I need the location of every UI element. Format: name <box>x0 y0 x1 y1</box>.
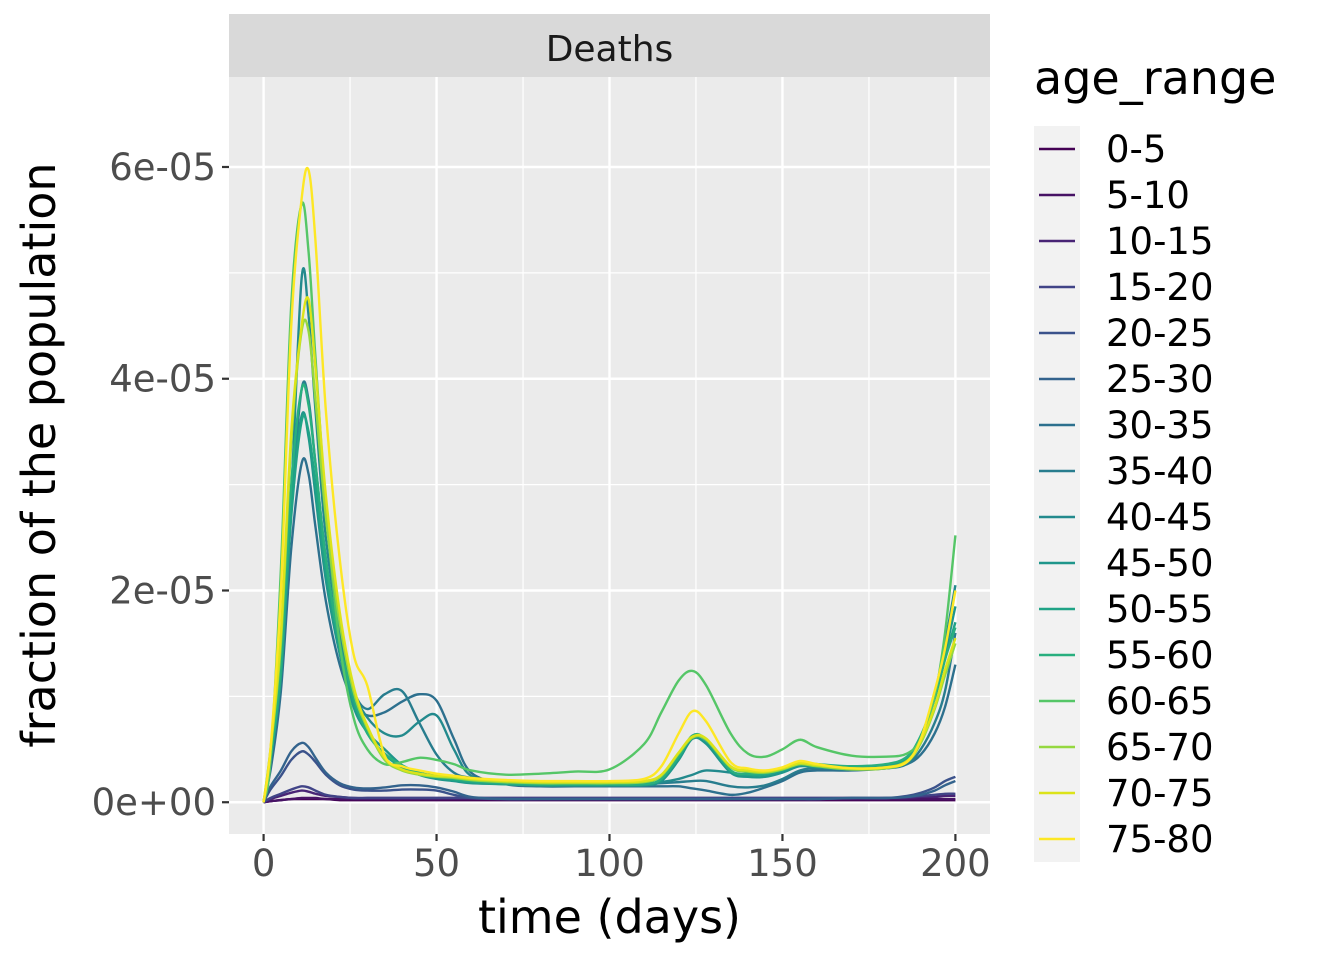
series-line-60-65 <box>262 201 957 803</box>
legend-label-30-35: 30-35 <box>1106 404 1214 447</box>
y-tick-label: 2e-05 <box>109 569 216 612</box>
series-lines <box>262 166 957 804</box>
x-tick-label: 50 <box>413 842 460 885</box>
legend-label-20-25: 20-25 <box>1106 312 1214 355</box>
legend-label-65-70: 65-70 <box>1106 726 1214 769</box>
y-tick-label: 4e-05 <box>109 358 216 401</box>
legend-label-35-40: 35-40 <box>1106 450 1214 493</box>
legend: 0-55-1010-1515-2020-2525-3030-3535-4040-… <box>1039 128 1214 861</box>
legend-label-0-5: 0-5 <box>1106 128 1166 171</box>
legend-title: age_range <box>1034 51 1276 105</box>
legend-label-45-50: 45-50 <box>1106 542 1214 585</box>
y-axis: 0e+00 2e-05 4e-05 6e-05 <box>92 146 229 824</box>
legend-label-75-80: 75-80 <box>1106 818 1214 861</box>
x-tick-label: 100 <box>574 842 645 885</box>
facet-strip <box>229 14 990 77</box>
legend-label-5-10: 5-10 <box>1106 174 1190 217</box>
legend-label-40-45: 40-45 <box>1106 496 1214 539</box>
legend-label-25-30: 25-30 <box>1106 358 1214 401</box>
series-line-75-80 <box>262 166 957 803</box>
legend-label-55-60: 55-60 <box>1106 634 1214 677</box>
y-tick-label: 6e-05 <box>109 146 216 189</box>
legend-label-50-55: 50-55 <box>1106 588 1214 631</box>
y-tick-label: 0e+00 <box>92 781 216 824</box>
legend-label-60-65: 60-65 <box>1106 680 1214 723</box>
x-axis-title: time (days) <box>478 890 741 944</box>
grid-major <box>229 77 990 834</box>
x-tick-label: 150 <box>747 842 818 885</box>
x-axis: 0 50 100 150 200 <box>252 834 991 885</box>
legend-label-15-20: 15-20 <box>1106 266 1214 309</box>
x-tick-label: 0 <box>252 842 276 885</box>
facet-strip-label: Deaths <box>546 29 674 70</box>
legend-label-70-75: 70-75 <box>1106 772 1214 815</box>
series-line-25-30 <box>262 741 956 803</box>
legend-key-background <box>1034 126 1080 862</box>
x-tick-label: 200 <box>920 842 991 885</box>
legend-label-10-15: 10-15 <box>1106 220 1214 263</box>
y-axis-title: fraction of the population <box>12 162 66 747</box>
